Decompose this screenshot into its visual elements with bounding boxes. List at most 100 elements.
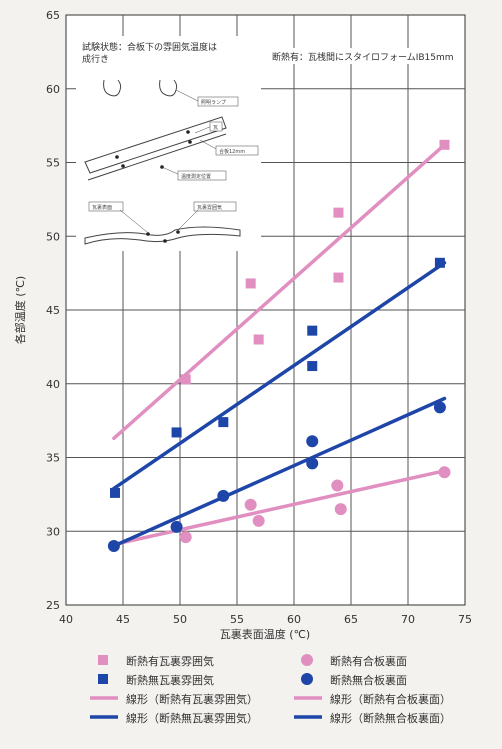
y-tick-label: 30 (46, 525, 60, 538)
legend-label: 線形（断熱無瓦裏雰囲気） (126, 711, 258, 725)
x-tick-label: 70 (401, 613, 415, 626)
trendline (112, 261, 447, 491)
data-point-circle (306, 435, 319, 448)
data-point-circle (252, 514, 265, 527)
y-axis-label: 各部温度 (℃) (13, 276, 27, 344)
trendline (112, 469, 447, 547)
data-point-square (110, 487, 121, 498)
x-axis-label: 瓦裏表面温度 (℃) (220, 627, 310, 641)
lamp-icon-left (103, 79, 122, 97)
y-tick-label: 45 (46, 304, 60, 317)
y-tick-label: 65 (46, 9, 60, 22)
data-point-circle (334, 503, 347, 516)
y-tick-label: 50 (46, 230, 60, 243)
x-tick-label: 45 (116, 613, 130, 626)
data-point-circle (438, 466, 451, 479)
measure-point-3 (186, 130, 190, 134)
label-lamp: 照明ランプ (201, 100, 226, 106)
measure-point-7 (163, 239, 167, 243)
label-box-tile-surface (88, 201, 124, 212)
measure-point-6 (146, 232, 150, 236)
data-point-circle (433, 401, 446, 414)
data-point-circle (306, 457, 319, 470)
tile-cross-section (84, 116, 227, 174)
x-tick-label: 40 (59, 613, 73, 626)
measure-point-1 (115, 155, 119, 159)
insulation-note-bg (268, 48, 454, 64)
data-point-square (253, 334, 264, 345)
data-point-square (307, 361, 318, 372)
data-point-square (180, 374, 191, 385)
x-tick-label: 60 (287, 613, 301, 626)
y-tick-label: 25 (46, 599, 60, 612)
lamp-icon-right (159, 79, 178, 97)
label-tile-surface: 瓦裏表面 (92, 204, 112, 211)
trendline (112, 396, 447, 548)
x-tick-label: 75 (458, 613, 472, 626)
inset-diagram: 試験状態：合板下の雰囲気温度は 成行き 照明ランプ 瓦 合板12mm 温度測定位… (76, 36, 261, 251)
data-point-circle (170, 520, 183, 533)
inset-box (76, 36, 261, 251)
data-point-square (439, 139, 450, 150)
test-condition-line2: 成行き (82, 53, 109, 65)
label-box-lamp (197, 96, 239, 107)
leader-tile-atmosphere (177, 209, 199, 231)
tile-wave-shape (84, 226, 241, 245)
legend-label: 断熱無合板裏面 (330, 673, 407, 687)
data-point-square (333, 207, 344, 218)
insulation-note: 断熱有：瓦桟間にスタイロフォームIB15mm (272, 51, 454, 63)
leader-tile (194, 125, 213, 134)
data-point-circle (179, 531, 192, 544)
data-point-circle (331, 479, 344, 492)
leader-lamp (175, 89, 199, 102)
data-point-circle (217, 489, 230, 502)
legend-label: 断熱無瓦裏雰囲気 (126, 673, 214, 687)
legend-label: 線形（断熱有合板裏面） (330, 692, 451, 706)
x-tick-label: 65 (344, 613, 358, 626)
trendline (112, 143, 447, 441)
data-points (107, 139, 451, 552)
legend-marker-circle (301, 673, 313, 685)
x-tick-label: 50 (173, 613, 187, 626)
legend-label: 線形（断熱無合板裏面） (330, 711, 451, 725)
legend-marker-square (98, 674, 108, 684)
x-tick-labels: 40 45 50 55 60 65 70 75 (59, 613, 472, 626)
y-tick-labels: 25 30 35 40 45 50 55 60 65 (46, 9, 60, 612)
label-box-tile (209, 121, 223, 132)
trendlines (112, 143, 447, 548)
data-point-square (333, 272, 344, 283)
y-tick-label: 40 (46, 378, 60, 391)
label-box-measure (177, 170, 227, 181)
legend-label: 線形（断熱有瓦裏雰囲気） (126, 692, 258, 706)
label-plywood: 合板12mm (219, 148, 245, 155)
leader-plywood (199, 139, 219, 151)
measure-point-2 (121, 164, 125, 168)
measure-point-8 (176, 230, 180, 234)
leader-measure (161, 166, 181, 176)
data-point-circle (107, 540, 120, 552)
data-point-square (171, 427, 182, 438)
label-box-plywood (215, 145, 259, 156)
legend-label: 断熱有合板裏面 (330, 654, 407, 668)
data-point-circle (244, 498, 257, 511)
test-condition-line1: 試験状態：合板下の雰囲気温度は (82, 41, 217, 53)
label-box-tile-atmosphere (193, 201, 237, 212)
data-point-square (434, 257, 445, 268)
label-tile-atmosphere: 瓦裏雰囲気 (197, 204, 222, 211)
legend-label: 断熱有瓦裏雰囲気 (126, 654, 214, 668)
data-point-square (245, 278, 256, 289)
legend-marker-square (98, 655, 108, 665)
legend-marker-circle (301, 654, 313, 666)
x-tick-label: 55 (230, 613, 244, 626)
y-tick-label: 35 (46, 452, 60, 465)
leader-tile-surface (119, 209, 148, 233)
y-tick-label: 55 (46, 157, 60, 170)
label-tile: 瓦 (213, 125, 218, 131)
label-measure: 温度測定位置 (181, 173, 211, 180)
measure-point-4 (188, 140, 192, 144)
data-point-square (307, 325, 318, 336)
data-point-square (218, 417, 229, 428)
